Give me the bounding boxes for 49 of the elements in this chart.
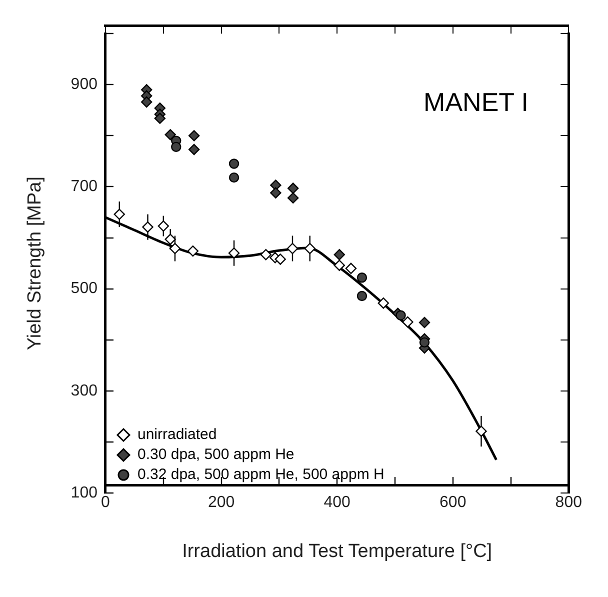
y-tick-label: 500 [70,280,98,298]
x-tick-label: 800 [555,494,582,512]
point [228,158,240,169]
legend-label: 0.30 dpa, 500 appm He [137,446,294,464]
point [228,172,240,183]
point [287,182,299,194]
y-tick-label: 900 [70,76,98,94]
point [171,142,182,152]
point [154,112,166,124]
point [274,254,286,265]
point [158,220,169,232]
x-tick-label: 0 [101,494,110,512]
point [356,272,368,283]
point [260,249,272,260]
point [304,242,316,254]
point [476,426,487,437]
point [356,290,368,302]
y-tick-label: 300 [70,382,98,400]
point [396,310,406,320]
y-tick-label: 700 [70,178,98,196]
point [402,316,414,328]
point [286,242,298,254]
point [164,234,176,245]
point [334,249,345,260]
point [334,260,345,271]
point [378,298,389,309]
point [345,262,357,274]
point [142,221,154,233]
legend-label: unirradiated [137,426,217,444]
point [418,316,430,328]
annotation: MANET I [424,86,529,117]
point [228,247,240,259]
point [419,337,430,348]
y-axis-title: Yield Strength [MPa] [24,176,46,350]
legend-label: 0.32 dpa, 500 appm He, 500 appm H [137,466,384,484]
point [164,129,176,140]
point [270,187,282,198]
point [169,242,181,254]
point [287,192,299,204]
point [114,208,125,220]
x-tick-label: 600 [440,494,466,512]
point [188,144,200,156]
point [141,96,152,108]
y-tick-label: 100 [70,484,98,502]
point [188,130,200,142]
x-axis-title: Irradiation and Test Temperature [°C] [182,540,492,562]
x-tick-label: 200 [208,494,235,512]
point [187,245,199,257]
x-tick-label: 400 [324,494,351,512]
